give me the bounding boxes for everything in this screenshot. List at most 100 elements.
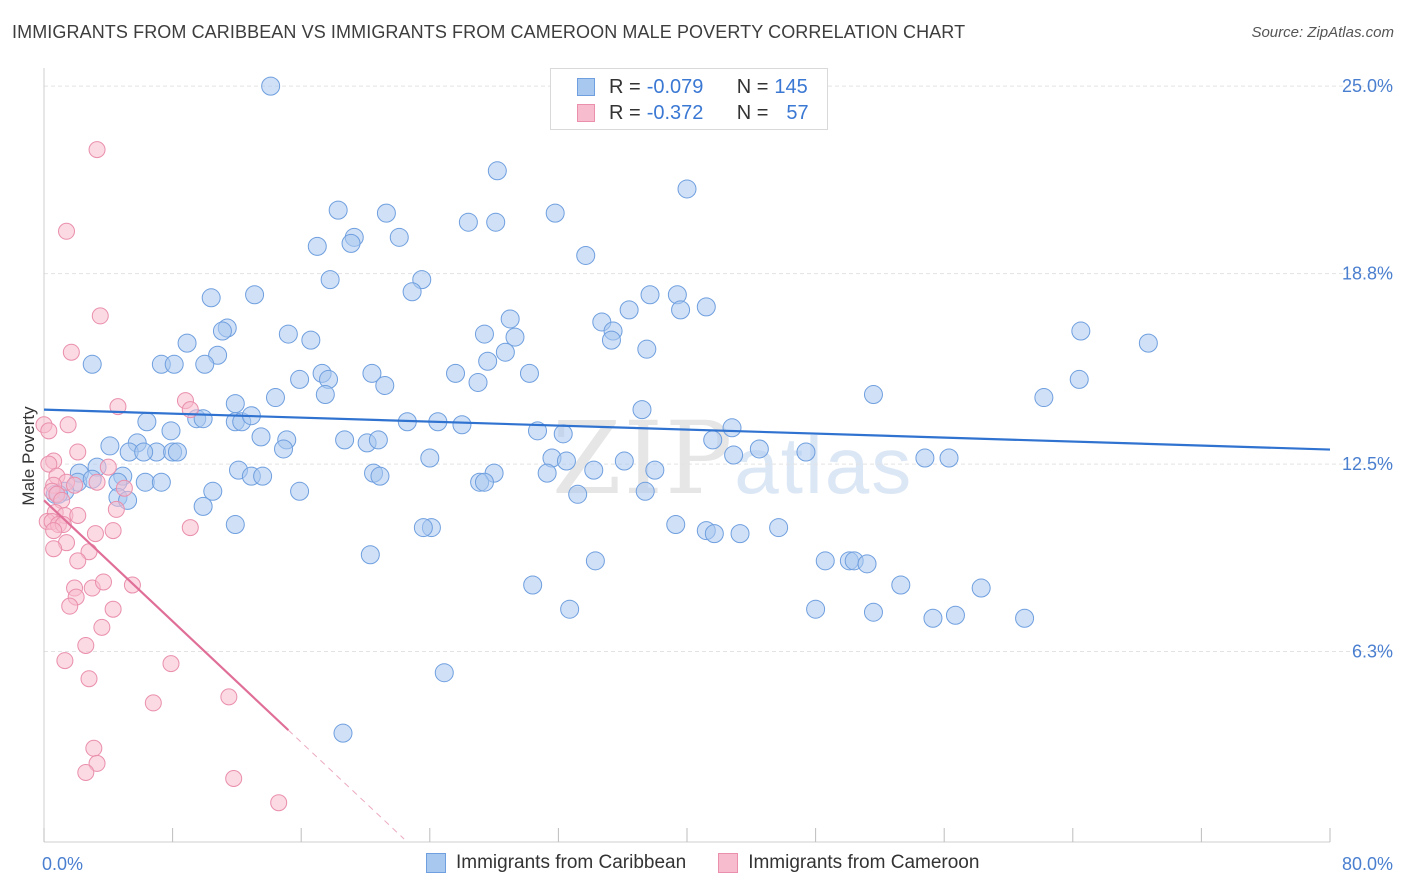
caribbean-trend-line [43,408,1331,451]
cameroon-trend-line [43,499,290,731]
cameroon-point [69,506,87,524]
caribbean-point [585,551,605,571]
caribbean-point [261,76,281,96]
caribbean-point [278,324,298,344]
cameroon-points [35,141,288,812]
caribbean-point [500,309,520,329]
cameroon-point [86,525,104,543]
caribbean-point [1015,608,1035,628]
legend-row-cameroon: R = -0.372 N = 57 [577,100,809,126]
caribbean-point [857,554,877,574]
caribbean-point [375,375,395,395]
caribbean-point [523,575,543,595]
caribbean-point [360,545,380,565]
legend-swatch-pink [577,104,595,122]
cameroon-point [107,500,125,518]
caribbean-point [891,575,911,595]
caribbean-point [703,430,723,450]
caribbean-point [796,442,816,462]
caribbean-point [666,515,686,535]
caribbean-point [815,551,835,571]
legend-row-caribbean: R = -0.079 N = 145 [577,74,808,100]
cameroon-point [162,655,180,673]
caribbean-point [420,448,440,468]
cameroon-point [104,522,122,540]
caribbean-point [645,460,665,480]
correlation-legend: R = -0.079 N = 145 R = -0.372 N = 57 [550,68,828,130]
caribbean-point [584,460,604,480]
caribbean-point [370,466,390,486]
caribbean-point [265,388,285,408]
axes [43,68,1331,843]
series-name-cameroon: Immigrants from Cameroon [748,852,980,873]
caribbean-point [619,300,639,320]
caribbean-point [328,200,348,220]
caribbean-point [923,608,943,628]
cameroon-point [270,794,288,812]
caribbean-point [389,227,409,247]
caribbean-point [245,285,265,305]
cameroon-point [77,763,95,781]
caribbean-point [553,424,573,444]
y-axis-label: Male Poverty [19,406,38,506]
trend-lines [43,408,1331,840]
legend-r-label: R = [609,75,641,98]
caribbean-point [177,333,197,353]
cameroon-point [144,694,162,712]
cameroon-point [225,770,243,788]
caribbean-point [632,400,652,420]
x-tick-label: 80.0% [1342,854,1393,874]
caribbean-point [545,203,565,223]
chart-title: IMMIGRANTS FROM CARIBBEAN VS IMMIGRANTS … [12,22,966,42]
caribbean-point [487,161,507,181]
caribbean-point [474,472,494,492]
cameroon-point [104,600,122,618]
y-tick-label: 12.5% [1342,454,1393,474]
cameroon-point [61,597,79,615]
caribbean-point [413,518,433,538]
caribbean-point [474,324,494,344]
caribbean-point [225,515,245,535]
caribbean-point [568,484,588,504]
caribbean-point [251,427,271,447]
caribbean-point [193,496,213,516]
cameroon-point [69,552,87,570]
cameroon-point [220,688,238,706]
caribbean-point [161,421,181,441]
cameroon-point [77,636,95,654]
caribbean-point [696,297,716,317]
legend-r-label: R = [609,101,641,124]
caribbean-point [137,412,157,432]
caribbean-point [769,518,789,538]
caribbean-point [1138,333,1158,353]
caribbean-point [576,245,596,265]
cameroon-point [40,422,58,440]
caribbean-point [307,236,327,256]
caribbean-point [315,385,335,405]
cameroon-point [93,618,111,636]
caribbean-point [134,442,154,462]
cameroon-point [181,519,199,537]
caribbean-point [915,448,935,468]
caribbean-point [82,354,102,374]
cameroon-point [88,473,106,491]
cameroon-point [59,416,77,434]
y-tick-label: 6.3% [1352,642,1393,662]
caribbean-point [806,599,826,619]
y-tick-label: 18.8% [1342,264,1393,284]
caribbean-point [478,351,498,371]
caribbean-point [863,385,883,405]
caribbean-point [1069,369,1089,389]
cameroon-point [109,398,127,416]
caribbean-point [1071,321,1091,341]
caribbean-point [458,212,478,232]
legend-swatch-blue [577,78,595,96]
caribbean-point [368,430,388,450]
cameroon-point [58,222,76,240]
cameroon-point [40,455,58,473]
caribbean-point [341,233,361,253]
legend-r-value: -0.079 [646,75,704,98]
caribbean-point [446,363,466,383]
x-tick-label: 0.0% [42,854,83,874]
cameroon-point [88,754,106,772]
